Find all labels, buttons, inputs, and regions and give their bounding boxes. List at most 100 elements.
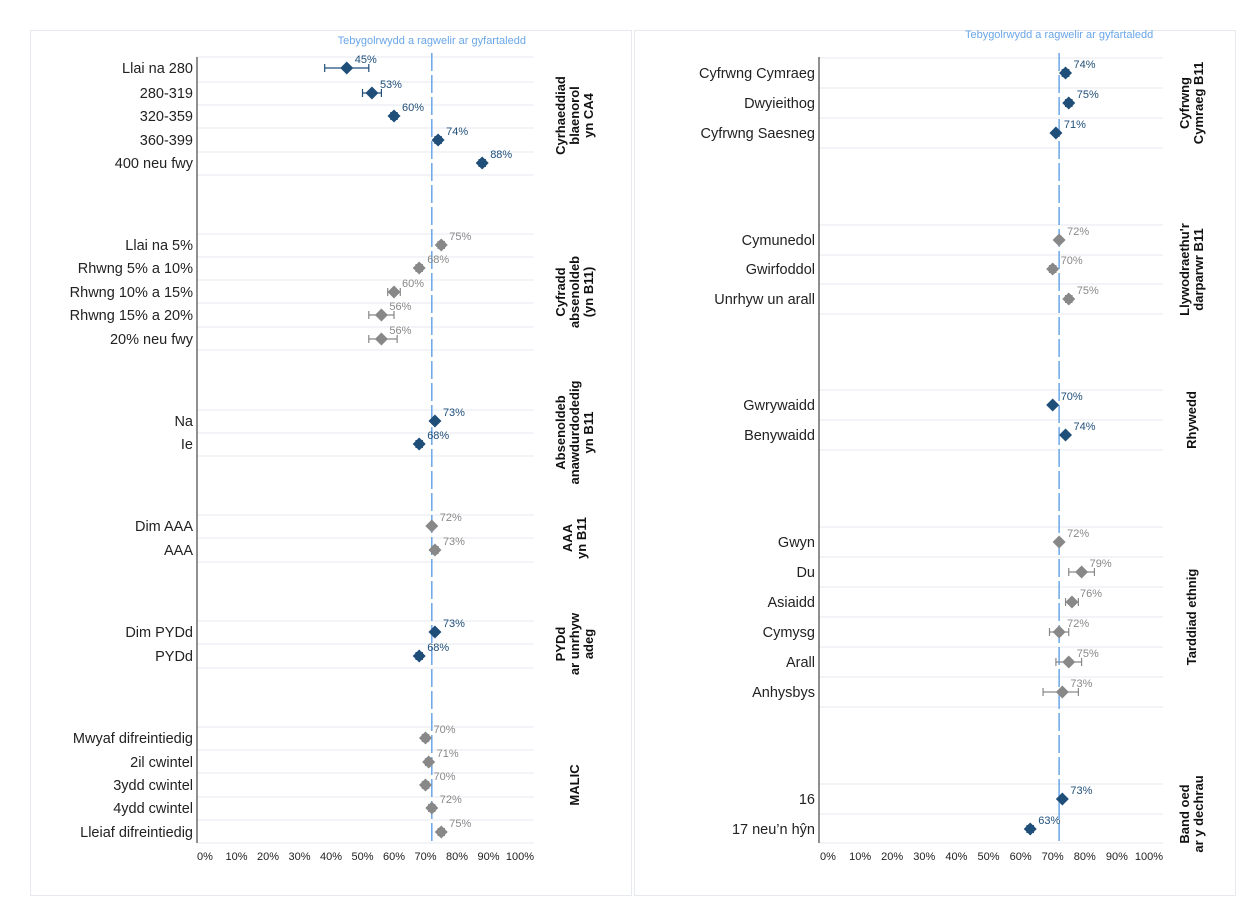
group-label: Llywodraethu'r — [1177, 223, 1192, 316]
category-label: AAA — [164, 543, 193, 559]
data-label: 75% — [449, 818, 471, 830]
category-label: Gwirfoddol — [746, 262, 815, 278]
x-tick-label: 60% — [383, 851, 405, 863]
category-label: Dim AAA — [135, 519, 193, 535]
data-label: 56% — [389, 301, 411, 313]
data-label: 75% — [449, 231, 471, 243]
x-tick-label: 80% — [1074, 851, 1096, 863]
category-label: 280-319 — [140, 86, 193, 102]
category-label: Asiaidd — [767, 595, 815, 611]
x-tick-label: 100% — [506, 851, 534, 863]
data-point — [340, 61, 354, 75]
category-label: Na — [174, 414, 193, 430]
group-label: Tarddiad ethnig — [1184, 569, 1199, 666]
data-point — [475, 156, 489, 170]
category-label: 3ydd cwintel — [113, 778, 193, 794]
data-label: 73% — [443, 618, 465, 630]
data-point — [422, 755, 436, 769]
data-point — [1046, 398, 1060, 412]
data-label: 75% — [1077, 648, 1099, 660]
data-point — [1062, 292, 1076, 306]
data-point — [1052, 625, 1066, 639]
data-point — [374, 332, 388, 346]
x-tick-label: 30% — [913, 851, 935, 863]
category-label: Cymysg — [763, 625, 815, 641]
data-point — [1065, 595, 1079, 609]
group-label: Cyfrwng — [1177, 77, 1192, 129]
group-label: Cymraeg B11 — [1191, 62, 1206, 144]
group-label: Band oed — [1177, 784, 1192, 843]
group-label: Absenoldeb — [553, 395, 568, 469]
group-label: ar unrhyw — [567, 612, 582, 675]
category-label: Gwyn — [778, 535, 815, 551]
category-label: Anhysbys — [752, 685, 815, 701]
data-label: 73% — [443, 407, 465, 419]
data-label: 60% — [402, 102, 424, 114]
x-tick-label: 20% — [881, 851, 903, 863]
data-point — [428, 543, 442, 557]
data-label: 60% — [402, 278, 424, 290]
x-tick-label: 0% — [820, 851, 836, 863]
data-point — [1062, 655, 1076, 669]
data-label: 73% — [1070, 678, 1092, 690]
data-label: 72% — [440, 794, 462, 806]
category-label: Rhwng 10% a 15% — [70, 285, 193, 301]
group-label: Rhywedd — [1184, 391, 1199, 449]
category-label: 360-399 — [140, 133, 193, 149]
group-label: Cyrhaeddiad — [553, 76, 568, 155]
x-tick-label: 40% — [945, 851, 967, 863]
data-label: 72% — [1067, 618, 1089, 630]
x-tick-label: 70% — [1042, 851, 1064, 863]
category-label: 4ydd cwintel — [113, 801, 193, 817]
data-point — [365, 86, 379, 100]
group-label: absenoldeb — [567, 256, 582, 328]
group-label: ar y dechrau — [1191, 775, 1206, 852]
x-tick-label: 10% — [225, 851, 247, 863]
category-label: Rhwng 15% a 20% — [70, 308, 193, 324]
group-label: MALIC — [567, 764, 582, 806]
data-point — [425, 519, 439, 533]
data-point — [1062, 96, 1076, 110]
group-label: (yn B11) — [581, 267, 596, 318]
category-label: 17 neu’n hŷn — [732, 822, 815, 838]
category-label: 400 neu fwy — [115, 156, 194, 172]
category-label: Rhwng 5% a 10% — [78, 261, 193, 277]
data-label: 68% — [427, 254, 449, 266]
category-label: Llai na 280 — [122, 61, 193, 77]
group-label: darparwr B11 — [1191, 228, 1206, 310]
x-tick-label: 30% — [288, 851, 310, 863]
x-tick-label: 90% — [477, 851, 499, 863]
category-label: Lleiaf difreintiedig — [80, 825, 193, 841]
data-label: 71% — [437, 748, 459, 760]
data-point — [374, 308, 388, 322]
x-tick-label: 0% — [197, 851, 213, 863]
data-point — [1049, 126, 1063, 140]
category-label: 2il cwintel — [130, 755, 193, 771]
data-label: 71% — [1064, 119, 1086, 131]
data-label: 70% — [1061, 391, 1083, 403]
data-label: 45% — [355, 54, 377, 66]
data-point — [425, 801, 439, 815]
data-label: 88% — [490, 149, 512, 161]
x-tick-label: 40% — [320, 851, 342, 863]
x-tick-label: 90% — [1106, 851, 1128, 863]
group-label: blaenorol — [567, 86, 582, 145]
data-point — [434, 238, 448, 252]
group-label: yn CA4 — [581, 92, 596, 138]
category-label: Du — [796, 565, 815, 581]
x-tick-label: 60% — [1010, 851, 1032, 863]
category-label: Mwyaf difreintiedig — [73, 731, 193, 747]
data-label: 74% — [1074, 59, 1096, 71]
x-tick-label: 20% — [257, 851, 279, 863]
group-label: adeg — [581, 629, 596, 659]
x-tick-label: 50% — [351, 851, 373, 863]
data-label: 56% — [389, 325, 411, 337]
data-point — [1023, 822, 1037, 836]
category-label: Dim PYDd — [125, 625, 193, 641]
data-point — [1055, 685, 1069, 699]
data-point — [387, 285, 401, 299]
data-point — [1055, 792, 1069, 806]
data-point — [387, 109, 401, 123]
data-label: 73% — [443, 536, 465, 548]
data-point — [1052, 233, 1066, 247]
